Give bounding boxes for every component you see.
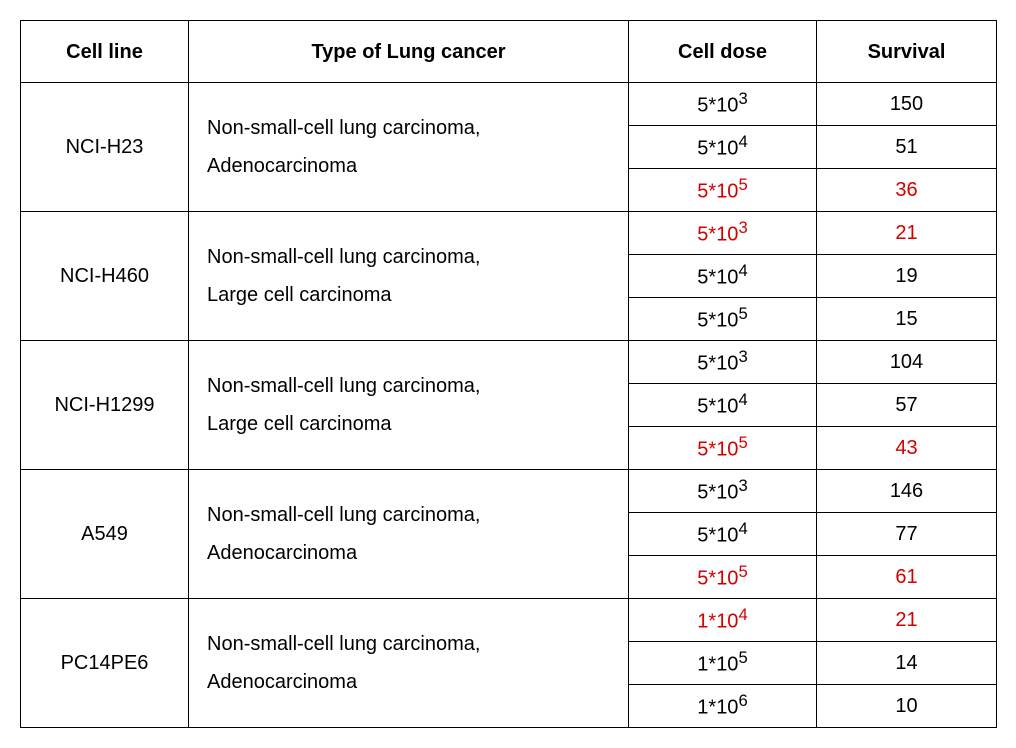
cancer-type-line: Large cell carcinoma	[207, 284, 392, 306]
dose-base: 5*10	[697, 224, 738, 246]
dose-exponent: 4	[738, 261, 747, 280]
cell-line-name: NCI-H460	[21, 212, 189, 341]
cell-dose: 5*103	[629, 470, 817, 513]
cell-line-name: PC14PE6	[21, 599, 189, 728]
cancer-type-line: Non-small-cell lung carcinoma,	[207, 633, 480, 655]
cancer-type-line: Non-small-cell lung carcinoma,	[207, 117, 480, 139]
survival-value: 21	[817, 212, 997, 255]
cancer-type: Non-small-cell lung carcinoma, Large cell…	[189, 212, 629, 341]
dose-base: 5*10	[697, 138, 738, 160]
dose-exponent: 3	[738, 89, 747, 108]
cancer-type-line: Non-small-cell lung carcinoma,	[207, 246, 480, 268]
cell-dose: 5*105	[629, 427, 817, 470]
dose-base: 1*10	[697, 654, 738, 676]
table-row: NCI-H1299Non-small-cell lung carcinoma,L…	[21, 341, 997, 384]
dose-exponent: 5	[738, 175, 747, 194]
survival-value: 14	[817, 642, 997, 685]
survival-value: 146	[817, 470, 997, 513]
survival-value: 77	[817, 513, 997, 556]
dose-exponent: 5	[738, 433, 747, 452]
cell-dose: 5*105	[629, 169, 817, 212]
dose-exponent: 6	[738, 691, 747, 710]
survival-value: 15	[817, 298, 997, 341]
cancer-type-line: Non-small-cell lung carcinoma,	[207, 504, 480, 526]
survival-value: 19	[817, 255, 997, 298]
survival-value: 10	[817, 685, 997, 728]
header-type: Type of Lung cancer	[189, 21, 629, 83]
cell-dose: 5*103	[629, 341, 817, 384]
dose-exponent: 5	[738, 304, 747, 323]
table-row: PC14PE6Non-small-cell lung carcinoma,Ade…	[21, 599, 997, 642]
header-survival: Survival	[817, 21, 997, 83]
lung-cancer-table: Cell line Type of Lung cancer Cell dose …	[20, 20, 997, 728]
cell-dose: 5*104	[629, 255, 817, 298]
dose-base: 5*10	[697, 95, 738, 117]
survival-value: 51	[817, 126, 997, 169]
dose-exponent: 3	[738, 218, 747, 237]
cancer-type: Non-small-cell lung carcinoma, Adenocarci…	[189, 470, 629, 599]
cancer-type-line: Adenocarcinoma	[207, 155, 357, 177]
dose-exponent: 4	[738, 132, 747, 151]
cell-dose: 5*103	[629, 212, 817, 255]
dose-base: 1*10	[697, 611, 738, 633]
cell-dose: 1*104	[629, 599, 817, 642]
dose-base: 5*10	[697, 439, 738, 461]
survival-value: 21	[817, 599, 997, 642]
dose-base: 5*10	[697, 267, 738, 289]
cell-dose: 1*106	[629, 685, 817, 728]
header-cell-line: Cell line	[21, 21, 189, 83]
table-row: NCI-H23Non-small-cell lung carcinoma,Ade…	[21, 83, 997, 126]
dose-exponent: 5	[738, 562, 747, 581]
dose-exponent: 4	[738, 605, 747, 624]
dose-base: 5*10	[697, 568, 738, 590]
table-row: A549Non-small-cell lung carcinoma,Adenoc…	[21, 470, 997, 513]
cell-dose: 5*105	[629, 556, 817, 599]
dose-base: 1*10	[697, 697, 738, 719]
cell-dose: 5*104	[629, 513, 817, 556]
survival-value: 57	[817, 384, 997, 427]
cell-line-name: A549	[21, 470, 189, 599]
cancer-type-line: Large cell carcinoma	[207, 413, 392, 435]
dose-exponent: 4	[738, 519, 747, 538]
survival-value: 150	[817, 83, 997, 126]
cell-dose: 5*105	[629, 298, 817, 341]
cell-dose: 5*103	[629, 83, 817, 126]
header-dose: Cell dose	[629, 21, 817, 83]
dose-base: 5*10	[697, 482, 738, 504]
cancer-type-line: Adenocarcinoma	[207, 671, 357, 693]
table-row: NCI-H460Non-small-cell lung carcinoma,La…	[21, 212, 997, 255]
dose-base: 5*10	[697, 525, 738, 547]
cell-line-name: NCI-H23	[21, 83, 189, 212]
cancer-type: Non-small-cell lung carcinoma, Large cell…	[189, 341, 629, 470]
cancer-type-line: Non-small-cell lung carcinoma,	[207, 375, 480, 397]
cell-line-name: NCI-H1299	[21, 341, 189, 470]
cancer-type-line: Adenocarcinoma	[207, 542, 357, 564]
dose-base: 5*10	[697, 181, 738, 203]
cancer-type: Non-small-cell lung carcinoma, Adenocarci…	[189, 83, 629, 212]
dose-exponent: 3	[738, 476, 747, 495]
dose-exponent: 5	[738, 648, 747, 667]
header-row: Cell line Type of Lung cancer Cell dose …	[21, 21, 997, 83]
survival-value: 36	[817, 169, 997, 212]
survival-value: 61	[817, 556, 997, 599]
cancer-type: Non-small-cell lung carcinoma, Adenocarci…	[189, 599, 629, 728]
survival-value: 43	[817, 427, 997, 470]
dose-exponent: 3	[738, 347, 747, 366]
dose-exponent: 4	[738, 390, 747, 409]
cell-dose: 5*104	[629, 384, 817, 427]
dose-base: 5*10	[697, 396, 738, 418]
dose-base: 5*10	[697, 353, 738, 375]
survival-value: 104	[817, 341, 997, 384]
cell-dose: 1*105	[629, 642, 817, 685]
cell-dose: 5*104	[629, 126, 817, 169]
dose-base: 5*10	[697, 310, 738, 332]
